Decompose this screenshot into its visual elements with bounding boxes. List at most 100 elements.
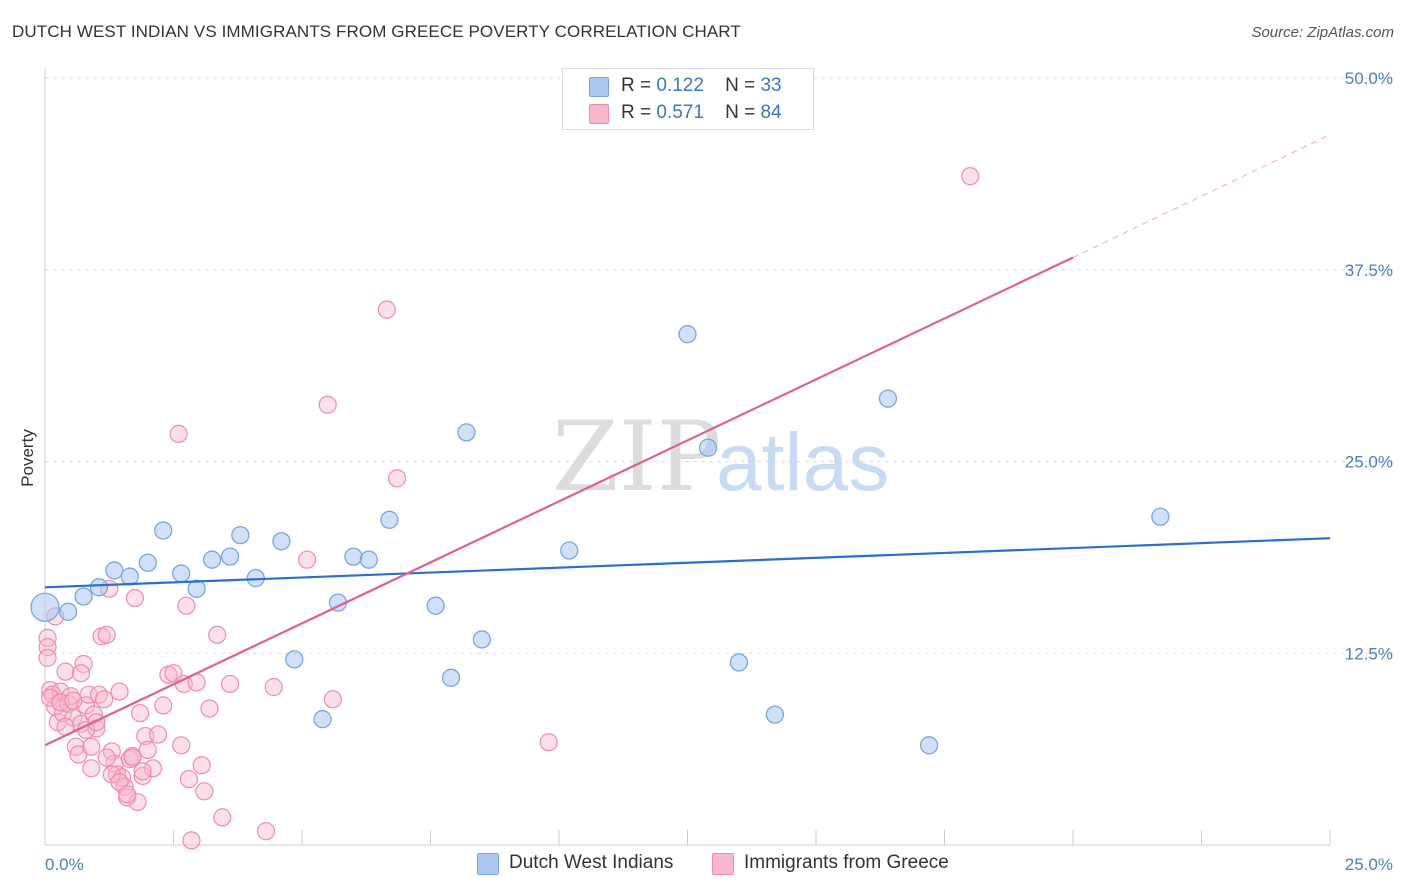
bottom-legend-label-dutch: Dutch West Indians: [509, 852, 674, 873]
dutch-point: [729, 653, 749, 672]
greece-point: [318, 395, 337, 414]
greece-point: [961, 167, 980, 186]
greece-point: [213, 808, 232, 827]
greece-point: [41, 688, 60, 707]
y-tick-label: 50.0%: [1345, 69, 1393, 88]
greece-point: [200, 699, 219, 718]
greece-point: [195, 782, 214, 801]
dutch-point: [89, 578, 109, 597]
dutch-point: [202, 550, 222, 569]
greece-point: [71, 664, 91, 683]
dutch-point: [285, 650, 304, 669]
greece-point: [130, 703, 150, 723]
greece-point: [298, 550, 317, 569]
trend-lines: [44, 134, 1331, 747]
dutch-point: [231, 525, 250, 545]
greece-point: [53, 703, 73, 723]
greece-point: [82, 759, 101, 778]
legend-n-label: N =: [725, 75, 756, 96]
greece-point: [38, 638, 57, 657]
dutch-point: [172, 564, 191, 583]
legend-n-value: 33: [760, 75, 782, 96]
dutch-point: [359, 550, 378, 569]
dutch-point: [272, 532, 291, 551]
greece-point: [87, 713, 106, 732]
greece-point: [148, 725, 168, 744]
dutch-point: [58, 602, 78, 621]
legend-r-label: R =: [621, 102, 652, 123]
legend-r-value: 0.122: [656, 75, 704, 96]
grid: [45, 77, 1393, 654]
axes: [44, 68, 1331, 846]
y-axis-title: Poverty: [18, 429, 37, 487]
dutch-point: [344, 547, 363, 566]
greece-point: [97, 748, 116, 767]
dutch-point: [1151, 507, 1170, 526]
greece-point: [110, 682, 129, 701]
legend-swatch-dutch: [589, 77, 609, 97]
greece-point: [133, 762, 152, 781]
greece-point: [95, 690, 114, 709]
greece-point: [82, 737, 101, 756]
dutch-point: [74, 587, 93, 606]
dutch-point: [313, 710, 332, 729]
dutch-point: [105, 561, 124, 580]
legend-r-label: R =: [621, 75, 652, 96]
bottom-legend-swatch-dutch: [477, 853, 499, 875]
greece-point: [179, 769, 199, 789]
greece-point: [377, 300, 396, 319]
series-dutch-points: [30, 325, 1170, 755]
chart-title: DUTCH WEST INDIAN VS IMMIGRANTS FROM GRE…: [12, 22, 741, 41]
greece-point: [102, 765, 121, 784]
greece-point: [264, 677, 283, 697]
dutch-point: [698, 438, 718, 457]
dutch-point: [560, 541, 579, 560]
dutch-point: [120, 567, 139, 586]
greece-point: [138, 740, 157, 759]
greece-point: [182, 831, 201, 850]
greece-point: [143, 759, 163, 778]
bottom-legend-swatch-greece: [712, 853, 734, 875]
x-tick-label: 25.0%: [1345, 855, 1393, 874]
greece-point: [220, 674, 240, 694]
greece-point: [97, 625, 116, 644]
greece-point: [192, 756, 211, 775]
trend-line-dutch: [44, 537, 1331, 589]
legend-n-label: N =: [725, 102, 756, 123]
greece-point: [177, 596, 196, 615]
greece-point: [128, 792, 147, 812]
dutch-point: [138, 553, 157, 572]
dutch-point: [187, 579, 206, 598]
greece-point: [38, 648, 57, 667]
x-tick-label: 0.0%: [45, 855, 84, 874]
greece-point: [169, 424, 188, 443]
y-tick-label: 12.5%: [1345, 644, 1393, 663]
greece-point: [56, 662, 75, 681]
y-tick-label: 37.5%: [1345, 261, 1393, 280]
greece-point: [387, 469, 407, 488]
dutch-point: [472, 630, 492, 649]
watermark: ZIP atlas: [552, 401, 889, 513]
greece-point: [38, 628, 57, 648]
greece-point: [125, 588, 145, 608]
dutch-point: [380, 510, 399, 529]
greece-point: [118, 785, 137, 804]
greece-point: [172, 736, 191, 755]
dutch-point: [765, 705, 785, 724]
trend-line-greece-extension: [1072, 134, 1331, 258]
tick-labels: 12.5% 25.0% 37.5% 50.0% 0.0% 25.0%: [45, 69, 1393, 874]
greece-point: [64, 691, 83, 710]
source-label: Source: ZipAtlas.com: [1251, 24, 1394, 41]
legend-r-value: 0.571: [656, 102, 704, 123]
legend-n-value: 84: [760, 102, 782, 123]
dutch-point: [154, 521, 173, 540]
greece-point: [539, 733, 558, 752]
watermark-atlas: atlas: [716, 417, 889, 508]
greece-point: [208, 625, 227, 644]
dutch-point: [30, 592, 60, 622]
dutch-point: [220, 547, 240, 566]
dutch-point: [441, 668, 461, 687]
bottom-legend-label-greece: Immigrants from Greece: [744, 852, 949, 873]
greece-point: [256, 822, 276, 841]
